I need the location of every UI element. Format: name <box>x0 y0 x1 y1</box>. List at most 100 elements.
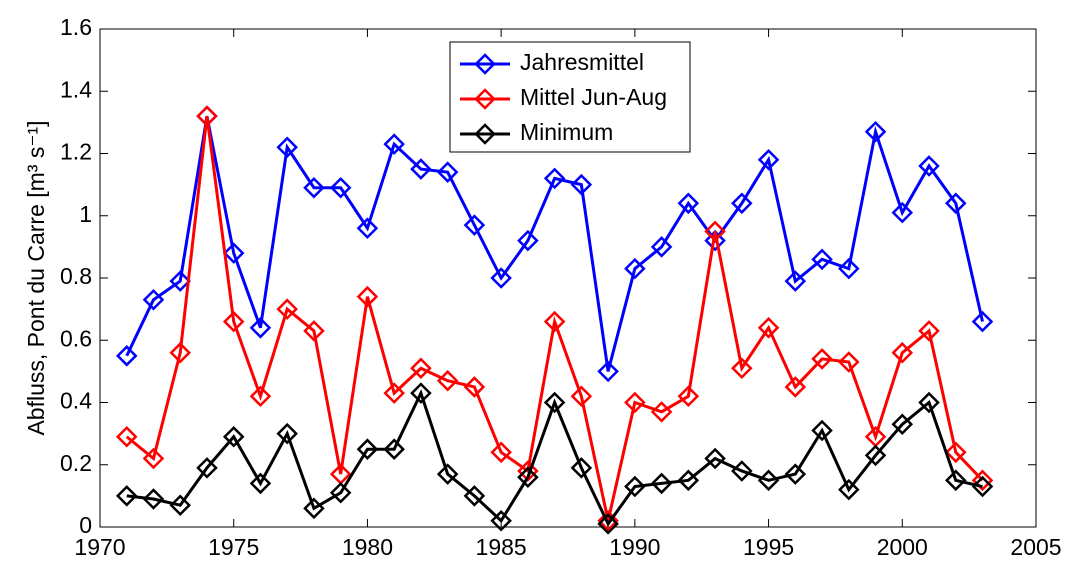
data-point <box>918 155 940 177</box>
data-point <box>436 369 459 392</box>
y-tick-label: 0.2 <box>60 450 92 476</box>
data-point <box>383 438 405 460</box>
data-point <box>249 385 272 408</box>
y-tick-label: 1 <box>79 201 92 227</box>
legend-label: Minimum <box>520 119 613 145</box>
data-point <box>490 510 512 532</box>
data-point <box>624 391 646 414</box>
data-point <box>838 351 860 373</box>
data-point <box>490 441 512 464</box>
y-tick-label: 1.4 <box>60 76 92 102</box>
y-tick-label: 0.8 <box>60 263 92 289</box>
data-point <box>490 267 512 289</box>
data-point <box>704 220 726 243</box>
data-point <box>945 441 967 464</box>
y-tick-label: 0 <box>79 512 92 538</box>
data-point <box>650 236 673 258</box>
data-point <box>704 447 726 470</box>
data-point <box>891 341 914 364</box>
data-point <box>971 310 994 333</box>
legend-marker <box>474 123 496 145</box>
data-point <box>945 192 967 215</box>
x-tick-label: 1975 <box>208 534 259 560</box>
legend-marker <box>474 53 496 75</box>
data-point <box>196 457 218 479</box>
data-point <box>650 472 673 495</box>
legend-marker <box>474 88 496 110</box>
data-point <box>731 460 753 482</box>
data-point <box>303 176 325 199</box>
data-point <box>677 192 700 215</box>
data-point <box>891 201 914 224</box>
data-point <box>864 444 887 467</box>
data-point <box>517 229 539 252</box>
data-point <box>757 148 780 171</box>
data-point <box>677 385 700 408</box>
data-point <box>356 217 379 239</box>
data-point <box>731 192 753 215</box>
data-point <box>543 167 566 190</box>
series-line <box>125 115 984 372</box>
data-point <box>222 310 245 333</box>
data-point <box>597 513 619 535</box>
data-point <box>196 105 218 127</box>
data-point <box>222 242 245 264</box>
data-point <box>838 478 860 501</box>
data-point <box>115 345 138 367</box>
data-point <box>276 298 298 320</box>
data-point <box>838 257 860 280</box>
data-point <box>115 425 138 448</box>
data-point <box>142 289 165 311</box>
legend-label: Jahresmittel <box>520 49 644 75</box>
data-point <box>249 317 272 339</box>
data-point <box>971 469 994 492</box>
data-point <box>677 469 700 492</box>
data-point <box>650 401 673 423</box>
data-point <box>249 472 272 495</box>
y-axis-label: Abfluss, Pont du Carre [m³ s⁻¹] <box>23 120 49 435</box>
data-point <box>115 485 138 507</box>
data-point <box>704 229 726 252</box>
data-point <box>757 469 780 492</box>
data-point <box>945 469 967 492</box>
data-point <box>624 257 646 280</box>
data-point <box>383 382 405 404</box>
series-line <box>126 389 983 527</box>
x-tick-label: 2005 <box>1010 534 1061 560</box>
data-point <box>864 120 887 143</box>
x-tick-label: 1985 <box>476 534 527 560</box>
data-point <box>811 248 833 271</box>
data-point <box>303 497 325 520</box>
data-point <box>142 447 165 470</box>
data-point <box>624 475 646 498</box>
data-point <box>570 457 593 479</box>
data-point <box>570 385 593 408</box>
x-tick-label: 1980 <box>342 534 393 560</box>
data-point <box>757 317 780 339</box>
data-point <box>918 320 940 342</box>
data-point <box>410 382 432 404</box>
x-tick-label: 1995 <box>743 534 794 560</box>
data-point <box>142 488 165 510</box>
y-tick-label: 0.4 <box>60 388 92 414</box>
data-point <box>811 348 833 370</box>
data-point <box>811 419 833 442</box>
data-point <box>329 481 352 504</box>
data-point <box>276 422 298 445</box>
data-point <box>784 376 807 398</box>
data-point <box>543 310 566 333</box>
y-tick-label: 1.2 <box>60 139 92 165</box>
data-point <box>971 475 994 498</box>
x-tick-label: 2000 <box>877 534 928 560</box>
data-point <box>436 161 459 183</box>
data-point <box>784 270 807 292</box>
data-point <box>303 320 325 342</box>
data-point <box>891 413 914 436</box>
data-point <box>410 158 432 180</box>
data-point <box>918 391 940 414</box>
data-point <box>383 133 405 155</box>
data-point <box>169 494 191 516</box>
y-tick-label: 1.6 <box>60 14 92 40</box>
data-point <box>543 391 566 414</box>
data-point <box>517 466 539 488</box>
